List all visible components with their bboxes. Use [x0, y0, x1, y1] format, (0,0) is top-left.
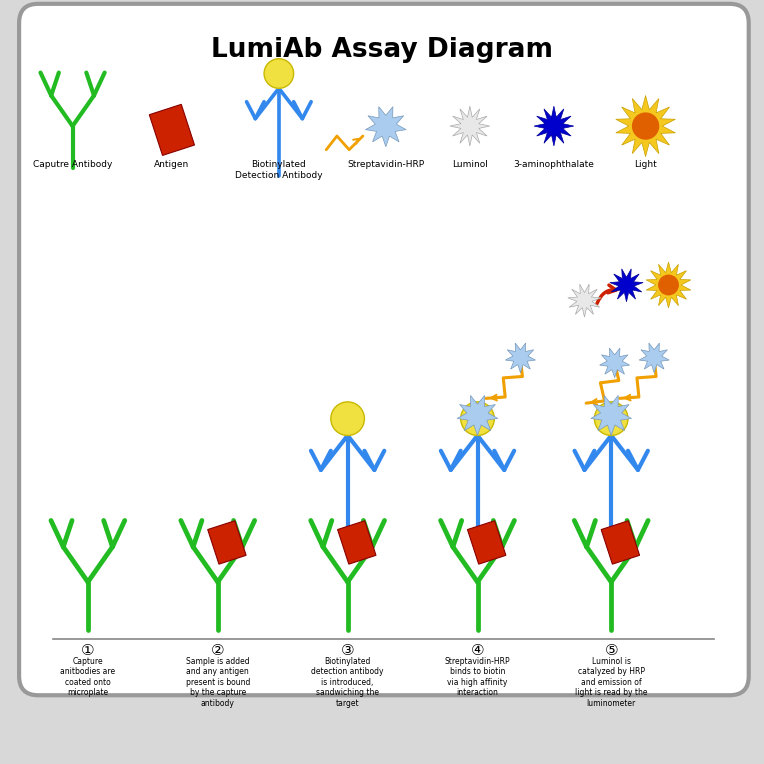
Circle shape [461, 402, 494, 435]
Text: Caputre Antibody: Caputre Antibody [33, 160, 112, 170]
Polygon shape [616, 96, 675, 157]
Text: Luminol: Luminol [452, 160, 487, 170]
Polygon shape [365, 107, 406, 147]
Polygon shape [591, 396, 632, 435]
Text: ③: ③ [341, 643, 354, 659]
Text: ①: ① [81, 643, 95, 659]
Polygon shape [534, 106, 574, 146]
Polygon shape [506, 343, 536, 373]
Text: 3-aminophthalate: 3-aminophthalate [513, 160, 594, 170]
FancyBboxPatch shape [19, 4, 749, 695]
Polygon shape [610, 269, 643, 302]
Polygon shape [639, 343, 669, 373]
Text: Sample is added
and any antigen
present is bound
by the capture
antibody: Sample is added and any antigen present … [186, 657, 250, 707]
Text: Biotinylated
Detection Antibody: Biotinylated Detection Antibody [235, 160, 322, 180]
Polygon shape [568, 284, 601, 317]
Polygon shape [149, 105, 195, 155]
Circle shape [331, 402, 364, 435]
Circle shape [594, 402, 628, 435]
Polygon shape [601, 521, 639, 564]
Text: ⑤: ⑤ [604, 643, 618, 659]
Polygon shape [208, 521, 246, 564]
Text: ④: ④ [471, 643, 484, 659]
Polygon shape [450, 106, 490, 146]
Text: ②: ② [211, 643, 225, 659]
Polygon shape [600, 348, 630, 377]
Polygon shape [457, 396, 498, 435]
Text: Light: Light [634, 160, 657, 170]
Circle shape [633, 113, 659, 139]
Text: Biotinylated
detection antibody
is introduced,
sandwiching the
target: Biotinylated detection antibody is intro… [312, 657, 384, 707]
Polygon shape [338, 521, 376, 564]
Text: Streptavidin-HRP: Streptavidin-HRP [348, 160, 424, 170]
Polygon shape [468, 521, 506, 564]
Text: Antigen: Antigen [154, 160, 189, 170]
Circle shape [659, 275, 678, 295]
Polygon shape [646, 262, 691, 308]
Text: Luminol is
catalyzed by HRP
and emission of
light is read by the
luminometer: Luminol is catalyzed by HRP and emission… [575, 657, 647, 707]
Circle shape [264, 59, 293, 89]
Text: Capture
anitbodies are
coated onto
microplate: Capture anitbodies are coated onto micro… [60, 657, 115, 698]
Text: LumiAb Assay Diagram: LumiAb Assay Diagram [211, 37, 553, 63]
Text: Streptavidin-HRP
binds to biotin
via high affinity
interaction: Streptavidin-HRP binds to biotin via hig… [445, 657, 510, 698]
